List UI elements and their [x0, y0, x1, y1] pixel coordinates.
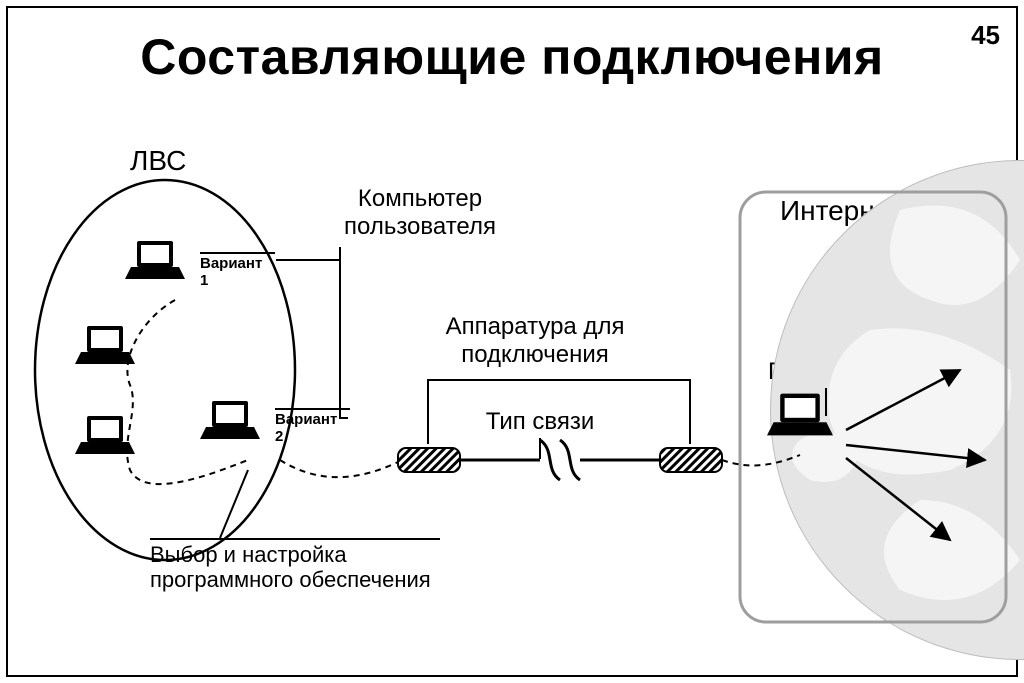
- label-lan: ЛВС: [130, 145, 186, 177]
- label-user-computer: Компьютер пользователя: [310, 185, 530, 240]
- label-variant2: Вариант 2: [275, 408, 350, 445]
- label-link-type: Тип связи: [465, 408, 615, 436]
- label-provider: Провайдер: [760, 358, 900, 386]
- label-variant1: Вариант 1: [200, 252, 275, 289]
- label-software-setup: Выбор и настройка программного обеспечен…: [150, 542, 480, 593]
- page-title: Составляющие подключения: [0, 28, 1024, 86]
- label-hardware: Аппаратура для подключения: [410, 313, 660, 368]
- label-internet: Интернет: [780, 195, 902, 227]
- note-rule: [150, 538, 440, 540]
